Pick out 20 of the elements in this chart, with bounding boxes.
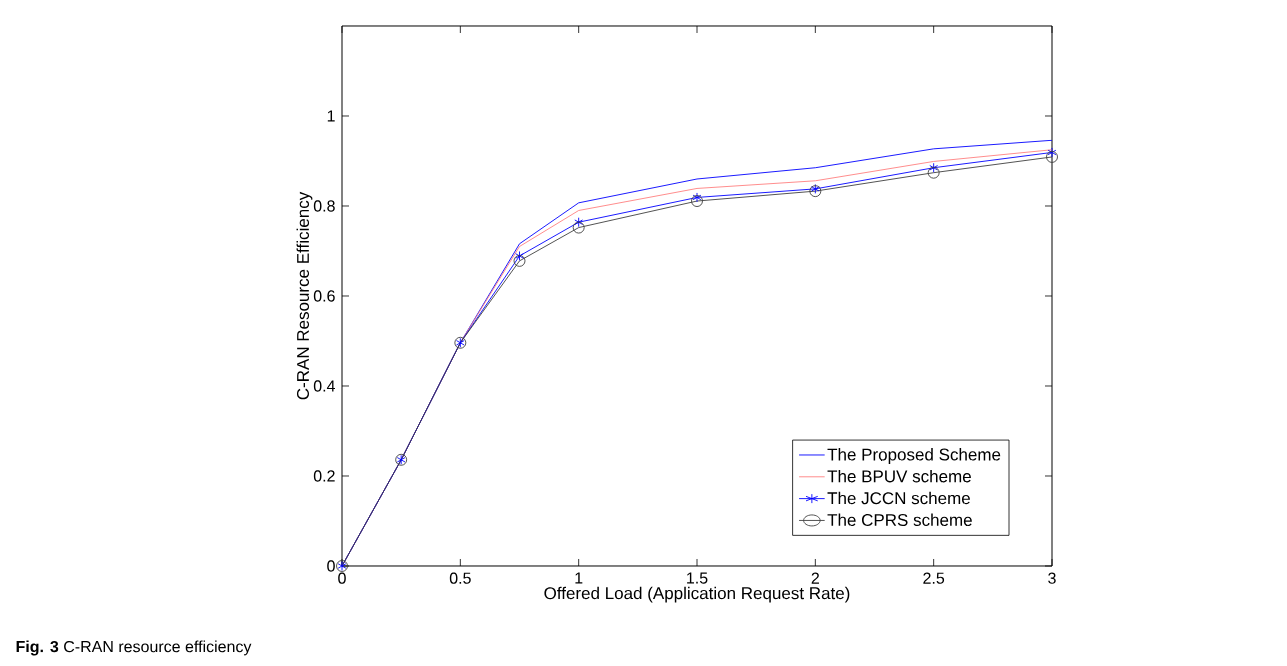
y-axis-title: C-RAN Resource Efficiency	[296, 191, 313, 400]
y-tick-label: 0	[327, 560, 335, 572]
x-tick-label: 1.5	[687, 572, 708, 584]
y-tick-label: 1	[327, 110, 335, 122]
x-tick-label: 2	[811, 572, 819, 584]
x-tick-label: 2.5	[923, 572, 945, 584]
legend-label: The BPUV scheme	[827, 469, 971, 483]
legend-label: The JCCN scheme	[827, 491, 970, 505]
legend-label: The Proposed Scheme	[827, 448, 1001, 464]
text: Fig. 3 C-RAN resource efficiency	[16, 640, 252, 656]
y-tick-label: 0.2	[313, 470, 335, 482]
x-tick-label: 0.5	[449, 572, 471, 584]
x-tick-label: 3	[1048, 572, 1056, 584]
x-tick-label: 1	[575, 572, 583, 584]
x-tick-label: 0	[338, 572, 346, 584]
y-tick-label: 0.8	[313, 200, 335, 212]
y-tick-label: 0.4	[313, 380, 335, 392]
y-tick-label: 0.6	[313, 290, 335, 302]
legend-label: The CPRS scheme	[827, 513, 972, 527]
x-axis-title: Offered Load (Application Request Rate)	[544, 586, 850, 603]
